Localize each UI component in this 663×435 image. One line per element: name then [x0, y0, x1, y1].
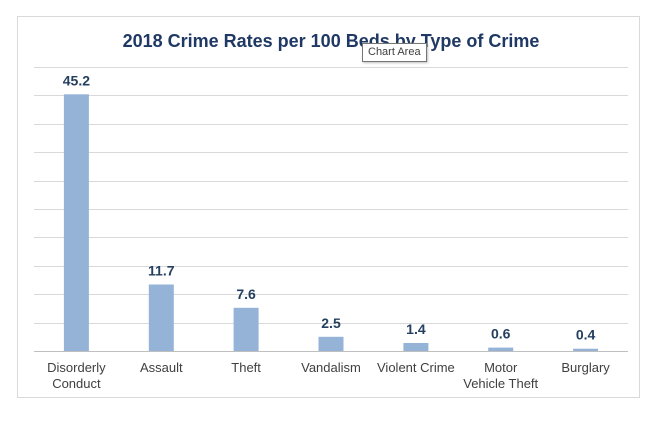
data-label: 7.6	[236, 286, 256, 302]
category-tick-label: Disorderly Conduct	[47, 360, 106, 391]
category-tick-label: Motor Vehicle Theft	[463, 360, 538, 391]
category-tick-label-line: Violent Crime	[377, 360, 455, 375]
category-tick-label: Burglary	[561, 360, 610, 375]
bar	[403, 343, 429, 351]
category-tick-label-line: Burglary	[561, 360, 610, 375]
category-tick-label-line: Assault	[140, 360, 183, 375]
data-label: 2.5	[321, 315, 341, 331]
bar	[318, 336, 344, 351]
bar	[63, 94, 89, 352]
category-tick-label-line: Vehicle Theft	[463, 376, 538, 391]
data-label: 0.6	[491, 326, 511, 342]
chart-title: 2018 Crime Rates per 100 Beds by Type of…	[123, 31, 540, 51]
data-label: 45.2	[63, 72, 90, 88]
category-tick-label: Theft	[231, 360, 261, 375]
chart-area[interactable]: 2018 Crime Rates per 100 Beds by Type of…	[17, 16, 640, 398]
category-tick-label-line: Disorderly	[47, 360, 106, 375]
data-label: 11.7	[148, 263, 175, 279]
category-tick-labels: Disorderly Conduct Assault Theft Vandalism Vi…	[47, 360, 610, 391]
bars	[63, 94, 599, 352]
category-tick-label-line: Conduct	[52, 376, 101, 391]
chart-area-tooltip: Chart Area	[362, 43, 427, 62]
category-tick-label: Vandalism	[301, 360, 361, 375]
gridlines	[34, 67, 628, 352]
bar	[488, 347, 514, 351]
bar	[573, 348, 599, 351]
data-label: 0.4	[576, 327, 596, 343]
category-tick-label: Assault	[140, 360, 183, 375]
bar-chart: 2018 Crime Rates per 100 Beds by Type of…	[34, 31, 628, 391]
category-tick-label-line: Motor	[484, 360, 518, 375]
bar	[148, 284, 174, 351]
category-tick-label-line: Theft	[231, 360, 261, 375]
bar	[233, 307, 259, 351]
data-labels: 45.2 11.7 7.6 2.5 1.4 0.6 0.4	[63, 72, 596, 342]
category-tick-label: Violent Crime	[377, 360, 455, 375]
category-tick-label-line: Vandalism	[301, 360, 361, 375]
data-label: 1.4	[406, 321, 426, 337]
